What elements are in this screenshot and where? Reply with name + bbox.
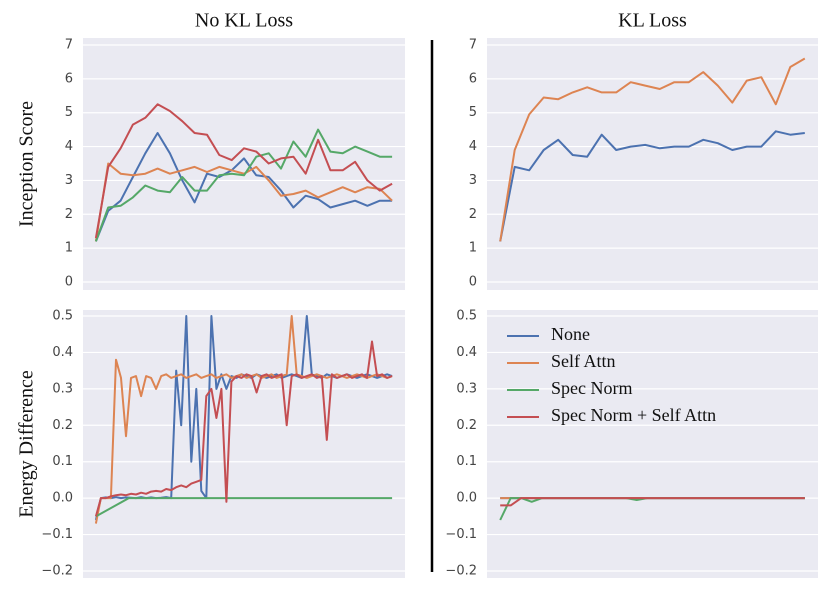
y-tick-label: 6: [469, 71, 477, 86]
y-tick-label: −0.2: [41, 564, 73, 579]
y-tick-label: 7: [65, 38, 73, 53]
y-tick-label: 4: [469, 139, 477, 154]
y-tick-label: 0.2: [52, 418, 73, 433]
y-tick-label: 0.0: [456, 491, 477, 506]
y-tick-label: 0.4: [456, 345, 477, 360]
y-tick-label: 5: [469, 105, 477, 120]
y-tick-label: 1: [65, 241, 73, 256]
y-tick-label: 2: [65, 207, 73, 222]
y-tick-label: −0.1: [445, 527, 477, 542]
y-tick-label: 1: [469, 241, 477, 256]
y-tick-label: 3: [65, 173, 73, 188]
plot-area: [83, 310, 405, 578]
series-line: [94, 340, 393, 517]
y-tick-label: 0.3: [456, 381, 477, 396]
panel-title: No KL Loss: [195, 10, 293, 32]
legend-label: Spec Norm + Self Attn: [551, 405, 716, 425]
y-tick-label: 0.2: [456, 418, 477, 433]
y-tick-label: 0.0: [52, 491, 73, 506]
y-tick-label: 0: [469, 275, 477, 290]
y-tick-label: 0.1: [52, 454, 73, 469]
y-tick-label: −0.2: [445, 564, 477, 579]
y-tick-label: 0.1: [456, 454, 477, 469]
y-axis-label: Energy Difference: [16, 370, 38, 518]
legend-label: Self Attn: [551, 351, 616, 371]
panel-title: KL Loss: [618, 10, 687, 32]
series-line: [95, 497, 393, 518]
legend-label: None: [551, 324, 590, 344]
y-tick-label: 0.5: [456, 309, 477, 324]
series-line: [94, 128, 393, 242]
y-tick-label: 0: [65, 275, 73, 290]
y-tick-label: 0.5: [52, 309, 73, 324]
y-axis-label: Inception Score: [16, 101, 38, 227]
y-tick-label: 3: [469, 173, 477, 188]
y-tick-label: −0.1: [41, 527, 73, 542]
series-line: [94, 132, 393, 242]
plot-area: [487, 310, 818, 578]
y-tick-label: 2: [469, 207, 477, 222]
plot-area: [487, 38, 818, 290]
y-tick-label: 4: [65, 139, 73, 154]
series-line: [94, 103, 393, 239]
series-line: [500, 497, 805, 507]
y-tick-label: 0.4: [52, 345, 73, 360]
series-line: [499, 130, 805, 242]
y-tick-label: 6: [65, 71, 73, 86]
series-line: [499, 57, 806, 242]
legend-label: Spec Norm: [551, 378, 632, 398]
y-tick-label: 0.3: [52, 381, 73, 396]
y-tick-label: 5: [65, 105, 73, 120]
y-tick-label: 7: [469, 38, 477, 53]
